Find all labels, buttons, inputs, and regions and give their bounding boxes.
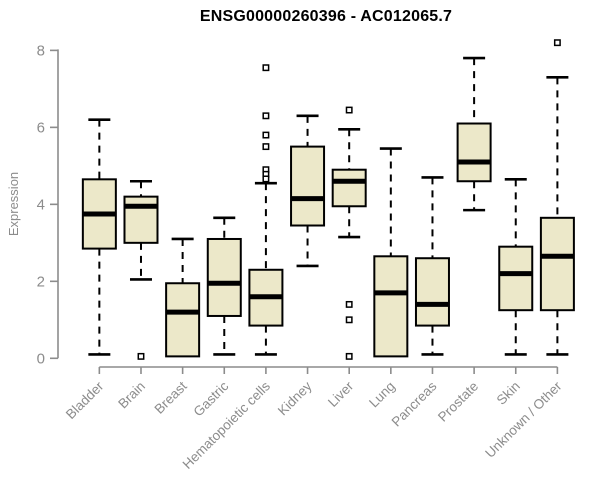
x-category-label: Gastric	[191, 378, 232, 419]
outlier-unknown-other	[553, 39, 561, 47]
y-tick-label: 8	[37, 42, 45, 59]
x-category-label: Skin	[494, 379, 523, 408]
y-tick-label: 2	[37, 273, 45, 290]
y-tick-label: 4	[37, 196, 45, 213]
outlier-hematopoietic-cells	[262, 143, 270, 151]
box-gastric	[206, 237, 242, 317]
x-category-label: Lung	[366, 379, 398, 411]
box-liver	[331, 168, 367, 208]
x-category-label: Prostate	[435, 379, 481, 425]
y-tick-label: 6	[37, 119, 45, 136]
outlier-hematopoietic-cells	[262, 64, 270, 72]
x-category-label: Pancreas	[389, 378, 440, 429]
outlier-liver	[345, 316, 353, 324]
outlier-liver	[345, 352, 353, 360]
x-category-label: Liver	[325, 378, 357, 410]
box-lung	[373, 255, 409, 358]
box-skin	[498, 245, 534, 312]
box-brain	[123, 195, 159, 244]
outlier-hematopoietic-cells	[262, 112, 270, 120]
x-category-label: Kidney	[275, 378, 315, 418]
box-breast	[165, 282, 201, 358]
x-category-label: Brain	[115, 379, 148, 412]
box-pancreas	[414, 257, 450, 327]
box-unknown-other	[539, 216, 575, 312]
box-prostate	[456, 122, 492, 183]
outlier-brain	[137, 352, 145, 360]
y-tick-label: 0	[37, 350, 45, 367]
outlier-hematopoietic-cells	[262, 175, 270, 183]
chart-title: ENSG00000260396 - AC012065.7	[199, 8, 453, 25]
box-kidney	[290, 145, 326, 227]
x-category-label: Unknown / Other	[482, 378, 565, 461]
x-category-label: Bladder	[63, 378, 107, 422]
outlier-liver	[345, 106, 353, 114]
outlier-liver	[345, 300, 353, 308]
x-category-label: Breast	[152, 378, 190, 416]
outlier-hematopoietic-cells	[262, 131, 270, 139]
